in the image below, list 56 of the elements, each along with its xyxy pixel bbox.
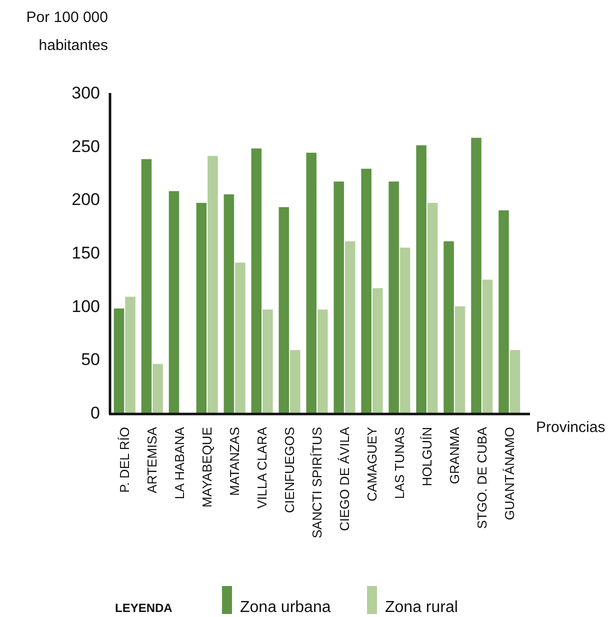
legend-title: LEYENDA — [115, 601, 173, 615]
x-tick-label: HOLGUÍN — [419, 427, 434, 486]
y-tick-label: 0 — [90, 404, 100, 422]
bar — [416, 145, 426, 413]
bar — [318, 310, 328, 413]
bar — [482, 280, 493, 413]
x-tick-label: CIENFUEGOS — [282, 426, 298, 513]
bar — [400, 248, 410, 413]
x-tick-label: MATANZAS — [227, 426, 242, 496]
x-tick-label: MAYABEQUE — [200, 426, 215, 508]
x-tick-label: CIEGO DE ÁVILA — [336, 426, 352, 532]
x-tick-label: STGO. DE CUBA — [474, 426, 490, 529]
x-axis-title: Provincias — [536, 419, 606, 436]
bar — [510, 350, 520, 413]
bar — [427, 202, 438, 413]
legend-label: Zona urbana — [240, 599, 331, 616]
y-tick-label: 50 — [81, 350, 100, 370]
bar — [444, 241, 454, 413]
bar — [208, 156, 218, 413]
x-tick-label: SANCTI SPIRÍTUS — [310, 426, 324, 538]
x-tick-label: ARTEMISA — [144, 426, 160, 494]
bar — [196, 202, 207, 413]
x-tick-label: VILLA CLARA — [254, 426, 270, 509]
x-tick-label: LAS TUNAS — [392, 426, 407, 500]
bar — [224, 194, 234, 413]
bar — [454, 306, 466, 413]
bar — [114, 308, 124, 413]
y-tick-label: 150 — [72, 244, 100, 262]
bar — [235, 262, 246, 413]
x-tick-label: LA HABANA — [172, 426, 188, 500]
y-tick-label: 100 — [72, 296, 100, 316]
bar — [372, 288, 383, 413]
bar — [152, 364, 163, 413]
y-tick-label: 200 — [72, 190, 100, 210]
bar — [344, 241, 356, 413]
bar — [498, 210, 509, 413]
bar — [278, 207, 290, 413]
y-axis-title: Por 100 000 habitantes — [26, 9, 108, 54]
bar — [251, 148, 262, 413]
bar — [361, 168, 372, 413]
x-tick-label: GUANTÁNAMO — [502, 427, 517, 520]
bar — [125, 296, 136, 413]
bar — [306, 152, 316, 413]
bar — [334, 182, 344, 413]
y-tick-label: 250 — [72, 136, 100, 156]
bar — [168, 191, 180, 413]
x-tick-label: CAMAGUEY — [364, 426, 380, 502]
bar — [290, 350, 300, 413]
x-tick-label: P. DEL RÍO — [117, 427, 132, 493]
y-tick-label: 300 — [72, 84, 100, 102]
legend-label: Zona rural — [385, 599, 458, 616]
bar — [262, 310, 273, 413]
bar — [141, 159, 152, 413]
bar — [388, 182, 399, 413]
bar — [471, 138, 482, 413]
x-tick-label: GRANMA — [446, 426, 462, 484]
